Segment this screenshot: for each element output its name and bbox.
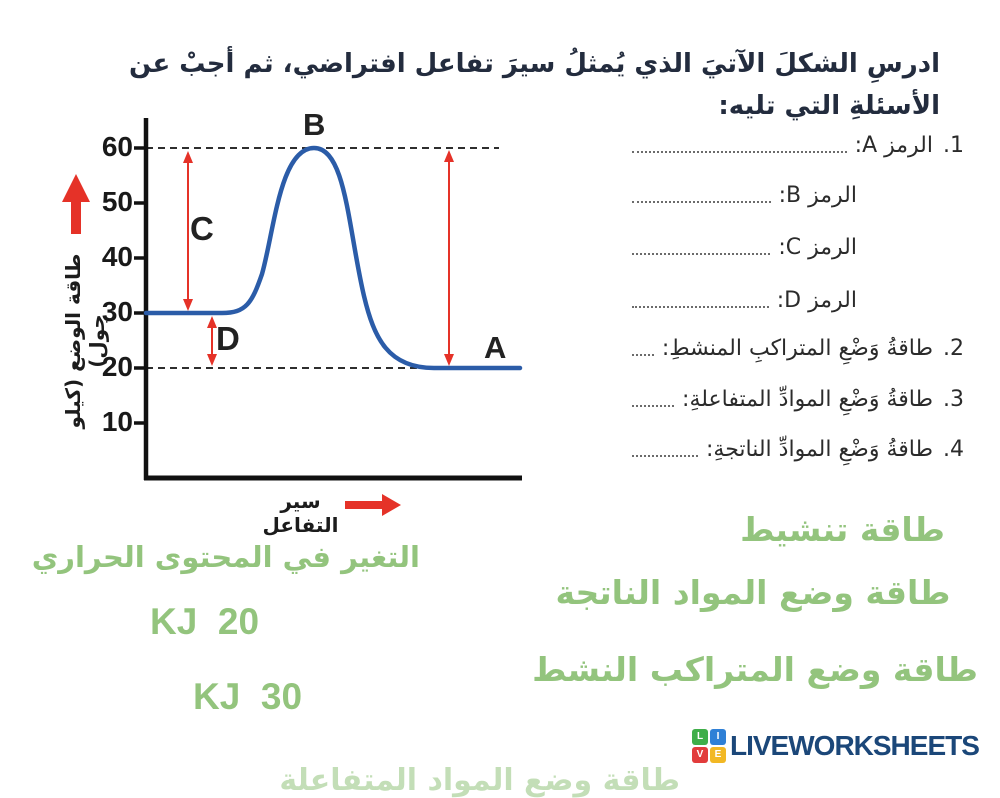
x-axis-right-arrow-icon <box>345 494 401 516</box>
curve-label-a: A <box>484 330 507 365</box>
question-symbol-c: الرمز C: <box>630 235 976 260</box>
y-axis-label: طاقة الوضع (كيلو جول) <box>61 253 109 429</box>
question-symbol-d: الرمز D: <box>630 288 976 313</box>
ytick-60: 60 <box>101 131 133 162</box>
curve-label-c: C <box>190 210 214 247</box>
answer-blank-symbol-a[interactable] <box>632 133 847 153</box>
answer-token-activated-complex-energy[interactable]: طاقة وضع المتراكب النشط <box>532 650 978 689</box>
logo-wordmark: LIVEWORKSHEETS <box>730 730 980 761</box>
curve-label-b: B <box>303 107 326 142</box>
liveworksheets-grid-icon: L I V E <box>692 729 726 763</box>
measure-arrows <box>62 150 454 516</box>
question-products-energy: 4. طاقةُ وَضْعِ الموادِّ الناتجةِ: <box>630 437 976 462</box>
logo-letter-e: E <box>710 747 726 763</box>
question-number: 2. <box>943 336 964 361</box>
arrow-c-head-bottom <box>183 299 193 311</box>
ytick-10: 10 <box>101 406 133 437</box>
curve-label-d: D <box>216 320 240 357</box>
ytick-20: 20 <box>101 351 133 382</box>
question-reactants-energy: 3. طاقةُ وَضْعِ الموادِّ المتفاعلةِ: <box>630 387 976 412</box>
logo-letter-v: V <box>692 747 708 763</box>
arrow-right-head-top <box>444 150 454 162</box>
logo-letter-i: I <box>710 729 726 745</box>
arrow-c-head-top <box>183 151 193 163</box>
question-activated-complex-energy: 2. طاقةُ وَضْعِ المتراكبِ المنشطِ: <box>630 336 976 361</box>
liveworksheets-logo[interactable]: L I V E LIVEWORKSHEETS <box>692 727 980 765</box>
logo-letter-l: L <box>692 729 708 745</box>
ytick-40: 40 <box>101 241 133 272</box>
answer-token-products-energy[interactable]: طاقة وضع المواد الناتجة <box>555 573 951 612</box>
question-label: الرمز D: <box>776 288 857 313</box>
question-label: طاقةُ وَضْعِ الموادِّ المتفاعلةِ: <box>682 387 933 412</box>
answer-blank-reactants[interactable] <box>632 387 675 407</box>
answer-token-enthalpy-change[interactable]: التغير في المحتوى الحراري <box>31 540 420 574</box>
answer-token-30kj[interactable]: 30 KJ <box>193 676 303 717</box>
reaction-energy-curve <box>143 145 523 371</box>
question-symbol-a: 1. الرمز A: <box>630 133 976 158</box>
answer-blank-symbol-c[interactable] <box>632 235 771 255</box>
arrow-right-head-bottom <box>444 354 454 366</box>
answer-token-20kj[interactable]: 20 KJ <box>150 601 260 642</box>
answer-token-reactants-energy-cutoff[interactable]: طاقة وضع المواد المتفاعلة <box>279 763 680 798</box>
question-number: 1. <box>943 133 964 158</box>
arrow-d-head-bottom <box>207 354 217 366</box>
question-number: 4. <box>943 437 964 462</box>
ytick-50: 50 <box>101 186 133 217</box>
question-label: الرمز A: <box>854 133 933 158</box>
answer-blank-symbol-d[interactable] <box>632 288 769 308</box>
question-label: الرمز B: <box>778 183 857 208</box>
ytick-30: 30 <box>101 296 133 327</box>
answer-blank-activated-complex[interactable] <box>632 336 654 356</box>
answer-token-activation-energy[interactable]: طاقة تنشيط <box>740 510 945 549</box>
question-label: الرمز C: <box>778 235 857 260</box>
question-label: طاقةُ وَضْعِ المتراكبِ المنشطِ: <box>661 336 933 361</box>
question-symbol-b: الرمز B: <box>630 183 976 208</box>
question-number: 3. <box>943 387 964 412</box>
answer-blank-products[interactable] <box>632 437 698 457</box>
arrow-d-head-top <box>207 316 217 328</box>
x-axis-label: سير التفاعل <box>262 489 339 537</box>
page-title: ادرسِ الشكلَ الآتيَ الذي يُمثلُ سيرَ تفا… <box>129 49 940 121</box>
question-label: طاقةُ وَضْعِ الموادِّ الناتجةِ: <box>705 437 933 462</box>
energy-curve-chart <box>62 118 523 516</box>
answer-blank-symbol-b[interactable] <box>632 183 771 203</box>
y-axis-up-arrow-icon <box>62 174 90 234</box>
